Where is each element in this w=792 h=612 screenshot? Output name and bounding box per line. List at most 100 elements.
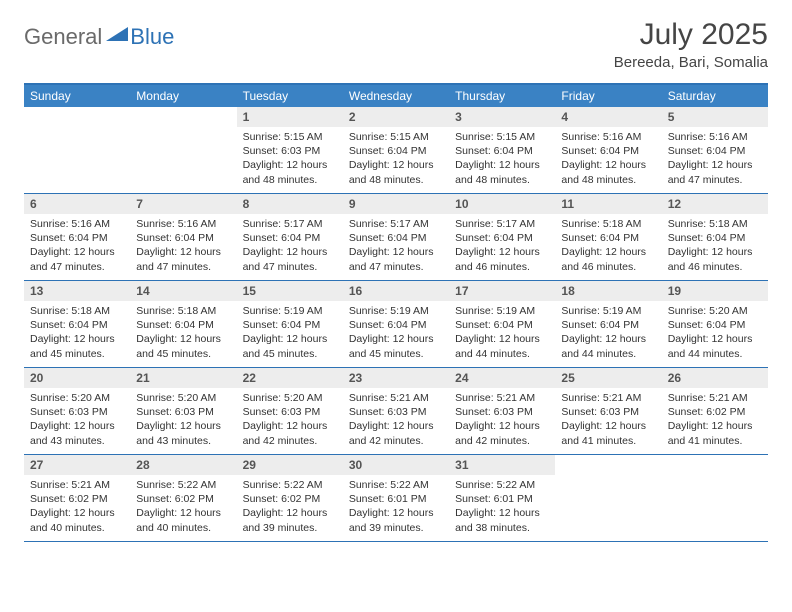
day-number: 15 bbox=[237, 281, 343, 301]
day-number: 20 bbox=[24, 368, 130, 388]
day-of-week-header: Monday bbox=[130, 85, 236, 107]
day-body: Sunrise: 5:16 AMSunset: 6:04 PMDaylight:… bbox=[24, 214, 130, 280]
day-number: 29 bbox=[237, 455, 343, 475]
logo-triangle-icon bbox=[106, 27, 128, 48]
day-cell: 9Sunrise: 5:17 AMSunset: 6:04 PMDaylight… bbox=[343, 194, 449, 280]
day-body: Sunrise: 5:21 AMSunset: 6:02 PMDaylight:… bbox=[24, 475, 130, 541]
day-number: 12 bbox=[662, 194, 768, 214]
day-body: Sunrise: 5:21 AMSunset: 6:03 PMDaylight:… bbox=[555, 388, 661, 454]
day-cell: 18Sunrise: 5:19 AMSunset: 6:04 PMDayligh… bbox=[555, 281, 661, 367]
day-number: 6 bbox=[24, 194, 130, 214]
day-cell: 3Sunrise: 5:15 AMSunset: 6:04 PMDaylight… bbox=[449, 107, 555, 193]
day-number: 1 bbox=[237, 107, 343, 127]
day-of-week-header: Friday bbox=[555, 85, 661, 107]
day-body: Sunrise: 5:17 AMSunset: 6:04 PMDaylight:… bbox=[449, 214, 555, 280]
day-body: Sunrise: 5:21 AMSunset: 6:03 PMDaylight:… bbox=[343, 388, 449, 454]
day-cell: 2Sunrise: 5:15 AMSunset: 6:04 PMDaylight… bbox=[343, 107, 449, 193]
day-body: Sunrise: 5:19 AMSunset: 6:04 PMDaylight:… bbox=[343, 301, 449, 367]
day-body: Sunrise: 5:20 AMSunset: 6:04 PMDaylight:… bbox=[662, 301, 768, 367]
day-body: Sunrise: 5:15 AMSunset: 6:04 PMDaylight:… bbox=[449, 127, 555, 193]
day-cell: 23Sunrise: 5:21 AMSunset: 6:03 PMDayligh… bbox=[343, 368, 449, 454]
day-cell: 13Sunrise: 5:18 AMSunset: 6:04 PMDayligh… bbox=[24, 281, 130, 367]
day-number: 9 bbox=[343, 194, 449, 214]
day-number: 27 bbox=[24, 455, 130, 475]
weeks-container: 1Sunrise: 5:15 AMSunset: 6:03 PMDaylight… bbox=[24, 107, 768, 542]
header: General Blue July 2025 Bereeda, Bari, So… bbox=[24, 18, 768, 71]
day-cell: 31Sunrise: 5:22 AMSunset: 6:01 PMDayligh… bbox=[449, 455, 555, 541]
day-number: 13 bbox=[24, 281, 130, 301]
day-cell: 6Sunrise: 5:16 AMSunset: 6:04 PMDaylight… bbox=[24, 194, 130, 280]
day-number: 26 bbox=[662, 368, 768, 388]
calendar: SundayMondayTuesdayWednesdayThursdayFrid… bbox=[24, 83, 768, 542]
day-number: 4 bbox=[555, 107, 661, 127]
week-row: 13Sunrise: 5:18 AMSunset: 6:04 PMDayligh… bbox=[24, 281, 768, 368]
day-number: 7 bbox=[130, 194, 236, 214]
day-cell: 4Sunrise: 5:16 AMSunset: 6:04 PMDaylight… bbox=[555, 107, 661, 193]
day-body: Sunrise: 5:22 AMSunset: 6:02 PMDaylight:… bbox=[237, 475, 343, 541]
day-number: 3 bbox=[449, 107, 555, 127]
day-cell: 30Sunrise: 5:22 AMSunset: 6:01 PMDayligh… bbox=[343, 455, 449, 541]
day-body: Sunrise: 5:20 AMSunset: 6:03 PMDaylight:… bbox=[24, 388, 130, 454]
day-cell: 5Sunrise: 5:16 AMSunset: 6:04 PMDaylight… bbox=[662, 107, 768, 193]
day-body: Sunrise: 5:18 AMSunset: 6:04 PMDaylight:… bbox=[130, 301, 236, 367]
day-cell: 14Sunrise: 5:18 AMSunset: 6:04 PMDayligh… bbox=[130, 281, 236, 367]
day-number: 17 bbox=[449, 281, 555, 301]
day-cell: 17Sunrise: 5:19 AMSunset: 6:04 PMDayligh… bbox=[449, 281, 555, 367]
month-title: July 2025 bbox=[614, 18, 768, 52]
day-number: 28 bbox=[130, 455, 236, 475]
day-body: Sunrise: 5:21 AMSunset: 6:03 PMDaylight:… bbox=[449, 388, 555, 454]
day-cell: 7Sunrise: 5:16 AMSunset: 6:04 PMDaylight… bbox=[130, 194, 236, 280]
day-number: 31 bbox=[449, 455, 555, 475]
day-cell: 22Sunrise: 5:20 AMSunset: 6:03 PMDayligh… bbox=[237, 368, 343, 454]
day-number: 5 bbox=[662, 107, 768, 127]
day-cell: 16Sunrise: 5:19 AMSunset: 6:04 PMDayligh… bbox=[343, 281, 449, 367]
logo-text-1: General bbox=[24, 24, 102, 50]
day-number: 10 bbox=[449, 194, 555, 214]
day-body: Sunrise: 5:22 AMSunset: 6:01 PMDaylight:… bbox=[343, 475, 449, 541]
day-body: Sunrise: 5:15 AMSunset: 6:04 PMDaylight:… bbox=[343, 127, 449, 193]
day-cell: 20Sunrise: 5:20 AMSunset: 6:03 PMDayligh… bbox=[24, 368, 130, 454]
day-number: 18 bbox=[555, 281, 661, 301]
day-body: Sunrise: 5:16 AMSunset: 6:04 PMDaylight:… bbox=[130, 214, 236, 280]
day-number: 2 bbox=[343, 107, 449, 127]
day-body: Sunrise: 5:17 AMSunset: 6:04 PMDaylight:… bbox=[237, 214, 343, 280]
empty-day-cell bbox=[130, 107, 236, 193]
day-number: 30 bbox=[343, 455, 449, 475]
logo: General Blue bbox=[24, 24, 174, 50]
day-cell: 11Sunrise: 5:18 AMSunset: 6:04 PMDayligh… bbox=[555, 194, 661, 280]
day-body: Sunrise: 5:20 AMSunset: 6:03 PMDaylight:… bbox=[130, 388, 236, 454]
day-number: 24 bbox=[449, 368, 555, 388]
day-number: 19 bbox=[662, 281, 768, 301]
week-row: 1Sunrise: 5:15 AMSunset: 6:03 PMDaylight… bbox=[24, 107, 768, 194]
week-row: 6Sunrise: 5:16 AMSunset: 6:04 PMDaylight… bbox=[24, 194, 768, 281]
day-cell: 15Sunrise: 5:19 AMSunset: 6:04 PMDayligh… bbox=[237, 281, 343, 367]
day-cell: 24Sunrise: 5:21 AMSunset: 6:03 PMDayligh… bbox=[449, 368, 555, 454]
day-cell: 21Sunrise: 5:20 AMSunset: 6:03 PMDayligh… bbox=[130, 368, 236, 454]
empty-day-cell bbox=[24, 107, 130, 193]
day-of-week-header: Wednesday bbox=[343, 85, 449, 107]
day-number: 21 bbox=[130, 368, 236, 388]
day-cell: 25Sunrise: 5:21 AMSunset: 6:03 PMDayligh… bbox=[555, 368, 661, 454]
title-block: July 2025 Bereeda, Bari, Somalia bbox=[614, 18, 768, 71]
logo-text-2: Blue bbox=[130, 24, 174, 50]
day-of-week-row: SundayMondayTuesdayWednesdayThursdayFrid… bbox=[24, 85, 768, 107]
day-number: 8 bbox=[237, 194, 343, 214]
day-cell: 8Sunrise: 5:17 AMSunset: 6:04 PMDaylight… bbox=[237, 194, 343, 280]
day-body: Sunrise: 5:18 AMSunset: 6:04 PMDaylight:… bbox=[555, 214, 661, 280]
day-of-week-header: Sunday bbox=[24, 85, 130, 107]
day-body: Sunrise: 5:16 AMSunset: 6:04 PMDaylight:… bbox=[662, 127, 768, 193]
day-body: Sunrise: 5:18 AMSunset: 6:04 PMDaylight:… bbox=[662, 214, 768, 280]
day-cell: 19Sunrise: 5:20 AMSunset: 6:04 PMDayligh… bbox=[662, 281, 768, 367]
day-body: Sunrise: 5:22 AMSunset: 6:02 PMDaylight:… bbox=[130, 475, 236, 541]
day-body: Sunrise: 5:19 AMSunset: 6:04 PMDaylight:… bbox=[449, 301, 555, 367]
day-body: Sunrise: 5:19 AMSunset: 6:04 PMDaylight:… bbox=[237, 301, 343, 367]
day-number: 14 bbox=[130, 281, 236, 301]
week-row: 20Sunrise: 5:20 AMSunset: 6:03 PMDayligh… bbox=[24, 368, 768, 455]
day-cell: 26Sunrise: 5:21 AMSunset: 6:02 PMDayligh… bbox=[662, 368, 768, 454]
day-cell: 1Sunrise: 5:15 AMSunset: 6:03 PMDaylight… bbox=[237, 107, 343, 193]
day-body: Sunrise: 5:17 AMSunset: 6:04 PMDaylight:… bbox=[343, 214, 449, 280]
day-number: 23 bbox=[343, 368, 449, 388]
day-cell: 28Sunrise: 5:22 AMSunset: 6:02 PMDayligh… bbox=[130, 455, 236, 541]
day-cell: 10Sunrise: 5:17 AMSunset: 6:04 PMDayligh… bbox=[449, 194, 555, 280]
day-of-week-header: Tuesday bbox=[237, 85, 343, 107]
